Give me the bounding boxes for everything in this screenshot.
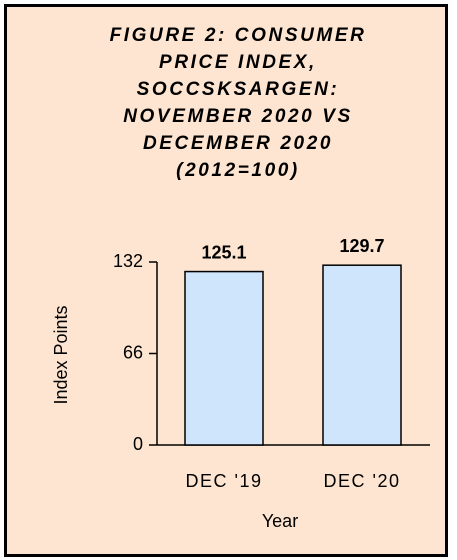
x-tick-label: DEC '20	[324, 471, 401, 491]
bar	[322, 264, 402, 446]
data-label: 129.7	[339, 236, 384, 256]
data-label: 125.1	[201, 242, 246, 262]
x-tick-label: DEC '19	[186, 471, 263, 491]
y-tick-label: 0	[133, 434, 143, 454]
bar	[184, 270, 264, 446]
x-axis-label: Year	[262, 511, 298, 531]
y-tick-label: 132	[113, 251, 143, 271]
y-axis-label: Index Points	[51, 305, 71, 404]
chart-title: FIGURE 2: CONSUMER PRICE INDEX, SOCCSKSA…	[109, 25, 367, 181]
y-tick-label: 66	[123, 342, 143, 362]
